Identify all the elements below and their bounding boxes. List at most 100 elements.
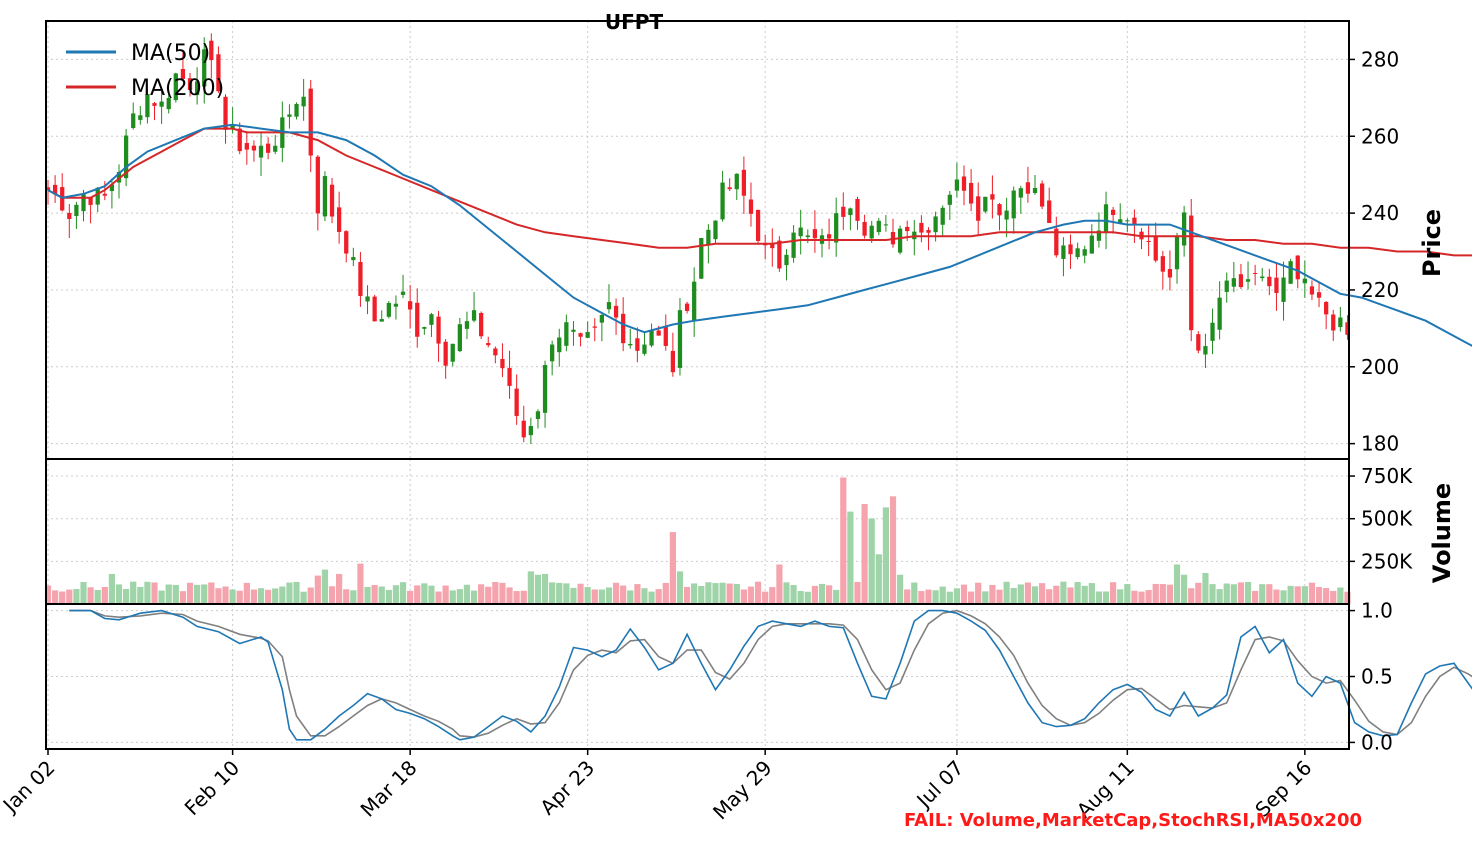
volume-bar [705, 582, 712, 605]
candle-body [393, 303, 399, 307]
candle-body [777, 240, 782, 269]
volume-bar [662, 582, 669, 605]
candle-body [883, 224, 889, 226]
volume-bar [698, 585, 705, 605]
candle-body [684, 303, 690, 311]
candle-body [841, 206, 846, 217]
volume-bar [897, 574, 904, 605]
volume-bar [407, 590, 414, 605]
volume-bar [215, 588, 222, 605]
volume-bar [932, 590, 939, 605]
candle-body [102, 193, 107, 196]
candle-body [337, 207, 342, 232]
candle-body [1160, 256, 1165, 272]
volume-bar [1117, 589, 1124, 605]
stochrsi-axis-tick-label: 0.0 [1361, 730, 1393, 754]
volume-bar [691, 583, 698, 605]
volume-bar [541, 573, 549, 605]
volume-bar [399, 582, 407, 605]
volume-bar [754, 581, 762, 605]
candle-body [230, 125, 235, 129]
volume-bar [1273, 589, 1280, 605]
volume-bar [918, 591, 925, 605]
volume-bar [449, 590, 456, 605]
volume-axis-title: Volume [1428, 483, 1456, 583]
candle-body [947, 194, 952, 205]
candle-body [628, 343, 633, 346]
volume-bar [1060, 581, 1067, 605]
volume-bar [1131, 590, 1138, 605]
volume-bar [137, 586, 144, 605]
candle-body [1153, 235, 1158, 261]
volume-bar [463, 584, 471, 605]
volume-bar [783, 582, 790, 605]
volume-bar [861, 503, 868, 605]
candle-body [429, 314, 434, 325]
candle-body [1302, 278, 1307, 284]
candle-body [521, 420, 526, 438]
candle-body [265, 143, 271, 153]
volume-bar [435, 591, 442, 605]
candle-body [976, 196, 981, 221]
candle-body [897, 228, 903, 253]
candle-body [1068, 244, 1073, 255]
volume-bar [300, 591, 307, 605]
stochrsi-d-line [69, 609, 1472, 738]
x-axis-tick-label: Jul 07 [911, 756, 969, 814]
candle-body [1338, 317, 1343, 328]
candle-body [692, 281, 697, 321]
candle-body [123, 135, 129, 179]
candle-body [1316, 292, 1322, 298]
volume-bars [44, 477, 1351, 605]
volume-bar [1088, 583, 1095, 605]
grid-lines [46, 21, 1349, 749]
volume-bar [889, 496, 897, 605]
volume-bar [1323, 588, 1330, 605]
candle-body [663, 326, 668, 346]
candle-body [954, 179, 960, 191]
volume-bar [854, 581, 861, 605]
volume-bar [1195, 582, 1202, 605]
volume-bar [1110, 582, 1117, 605]
volume-bar [179, 591, 187, 605]
candle-body [855, 198, 860, 221]
volume-bar [1138, 591, 1145, 605]
candle-body [358, 262, 363, 296]
moving-averages [47, 123, 1472, 347]
y-axis-ticks: 180 200 220 240 260 280 250K 500K 750K 0.0 0.5 1.0 [1349, 47, 1413, 754]
volume-bar [1287, 585, 1294, 605]
candle-body [372, 296, 377, 322]
candle-body [88, 197, 93, 205]
candle-body [202, 49, 207, 87]
candle-body [1224, 280, 1229, 292]
candle-body [493, 348, 498, 356]
candle-body [1245, 279, 1251, 282]
candle-body [315, 156, 320, 214]
price-axis-tick-label: 280 [1361, 47, 1399, 71]
candle-body [251, 145, 257, 151]
candle-body [1004, 210, 1009, 220]
volume-bar [1202, 573, 1209, 605]
candle-body [1061, 245, 1066, 259]
candle-body [514, 388, 519, 416]
candle-body [400, 291, 406, 295]
candle-body [869, 225, 874, 239]
volume-bar [1081, 585, 1088, 605]
candle-body [1288, 261, 1293, 284]
volume-bar [378, 586, 385, 605]
volume-bar [641, 588, 648, 605]
volume-bar [1237, 582, 1245, 605]
candle-body [1054, 228, 1059, 256]
candle-body [131, 113, 136, 128]
volume-bar [960, 584, 968, 605]
candle-body [1260, 276, 1265, 279]
candle-body [1089, 235, 1094, 254]
volume-bar [144, 581, 151, 605]
volume-bar [442, 585, 449, 605]
volume-bar [1095, 591, 1103, 605]
candle-body [933, 216, 938, 233]
volume-bar [1244, 582, 1252, 605]
volume-bar [726, 583, 733, 605]
candle-body [862, 221, 867, 236]
volume-bar [186, 582, 194, 605]
